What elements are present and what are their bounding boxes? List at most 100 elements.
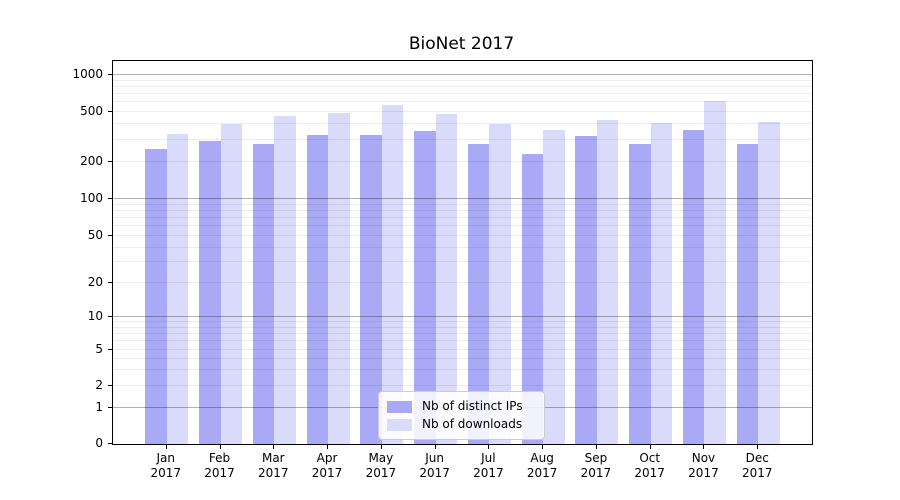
x-tick-label-oct: Oct 2017	[634, 451, 665, 480]
x-tick-mark-jan	[165, 445, 167, 449]
gridline-5	[113, 349, 812, 351]
y-tick-label-0: 0	[95, 436, 103, 450]
gridline-80	[113, 209, 812, 211]
bar-jun-ips	[414, 131, 436, 444]
y-tick-label-2: 2	[95, 378, 103, 393]
x-tick-label-feb: Feb 2017	[204, 451, 235, 480]
y-tick-mark-2	[108, 385, 112, 387]
bar-aug-ips	[521, 154, 544, 444]
y-tick-label-500: 500	[80, 103, 103, 118]
gridline-20	[113, 282, 812, 284]
x-tick-label-jun: Jun 2017	[419, 451, 450, 480]
x-tick-mark-jul	[488, 445, 490, 449]
y-tick-mark-50	[108, 235, 112, 237]
chart-title: BioNet 2017	[408, 34, 515, 54]
x-tick-mark-aug	[542, 445, 544, 449]
gridline-40	[113, 246, 812, 248]
bars-layer	[113, 61, 812, 444]
gridline-8	[113, 326, 812, 328]
legend-row-ips: Nb of distinct IPs	[387, 398, 544, 415]
legend-label-ips: Nb of distinct IPs	[422, 399, 523, 413]
y-tick-label-50: 50	[87, 228, 103, 243]
x-tick-label-dec: Dec 2017	[741, 451, 773, 480]
y-tick-label-10: 10	[87, 308, 103, 323]
y-tick-label-100: 100	[80, 190, 103, 205]
bar-jan-downloads	[166, 133, 189, 444]
x-tick-mark-jun	[434, 445, 436, 449]
x-tick-label-jul: Jul 2017	[473, 451, 504, 480]
x-tick-label-mar: Mar 2017	[258, 451, 289, 480]
y-tick-mark-200	[108, 161, 112, 163]
bar-oct-ips	[629, 143, 651, 444]
bar-dec-ips	[736, 143, 759, 444]
bar-mar-ips	[252, 143, 275, 444]
x-tick-mark-dec	[757, 445, 759, 449]
gridline-700	[113, 93, 812, 95]
gridline-800	[113, 86, 812, 88]
x-tick-mark-nov	[703, 445, 705, 449]
x-tick-label-aug: Aug 2017	[526, 451, 558, 480]
bar-nov-downloads	[704, 100, 726, 444]
gridline-7	[113, 333, 812, 334]
gridline-9	[113, 320, 812, 322]
gridline-10	[113, 315, 812, 317]
bar-sep-downloads	[596, 120, 619, 444]
gridline-100	[113, 197, 812, 199]
gridline-2	[113, 385, 812, 387]
gridline-500	[113, 110, 812, 112]
bar-jul-downloads	[489, 124, 511, 444]
bar-jan-ips	[145, 148, 167, 444]
y-tick-label-200: 200	[80, 154, 103, 169]
bar-jun-downloads	[435, 114, 458, 444]
grid-layer	[113, 61, 812, 444]
x-tick-mark-mar	[273, 445, 275, 449]
gridline-50	[113, 235, 812, 237]
x-tick-mark-sep	[595, 445, 597, 449]
y-tick-mark-0	[108, 443, 112, 444]
gridline-6	[113, 340, 812, 342]
gridline-1000	[113, 74, 812, 76]
y-tick-label-1: 1	[95, 399, 103, 414]
gridline-900	[113, 79, 812, 81]
x-tick-mark-may	[380, 445, 382, 449]
legend-swatch-ips	[387, 400, 412, 413]
legend-row-downloads: Nb of downloads	[387, 416, 544, 433]
legend-swatch-downloads	[387, 418, 412, 431]
x-tick-label-may: May 2017	[365, 451, 397, 480]
gridline-200	[113, 161, 812, 163]
y-tick-label-20: 20	[87, 275, 103, 290]
bar-may-ips	[360, 134, 382, 444]
y-tick-mark-20	[108, 282, 112, 284]
y-tick-mark-10	[108, 315, 112, 317]
y-tick-mark-1000	[108, 74, 112, 76]
legend-label-downloads: Nb of downloads	[422, 417, 523, 431]
bar-nov-ips	[682, 129, 705, 444]
y-tick-mark-1	[108, 406, 112, 408]
x-tick-mark-oct	[649, 445, 651, 449]
x-tick-mark-feb	[219, 445, 221, 449]
bar-feb-downloads	[220, 124, 243, 444]
gridline-3	[113, 369, 812, 371]
legend: Nb of distinct IPs Nb of downloads	[378, 391, 545, 440]
y-tick-mark-100	[108, 197, 112, 199]
y-tick-label-5: 5	[95, 342, 103, 357]
gridline-90	[113, 203, 812, 205]
x-tick-label-jan: Jan 2017	[150, 451, 182, 480]
gridline-70	[113, 217, 812, 218]
plot-area	[112, 60, 813, 445]
bar-dec-downloads	[758, 121, 780, 444]
bar-sep-ips	[575, 136, 597, 444]
gridline-600	[113, 101, 812, 103]
gridline-300	[113, 138, 812, 140]
bar-may-downloads	[381, 105, 404, 444]
bar-jul-ips	[467, 143, 490, 444]
gridline-4	[113, 357, 812, 359]
y-tick-mark-5	[108, 349, 112, 351]
x-tick-mark-apr	[327, 445, 329, 449]
gridline-30	[113, 261, 812, 263]
x-tick-label-apr: Apr 2017	[311, 451, 343, 480]
bar-aug-downloads	[543, 129, 565, 444]
x-tick-label-nov: Nov 2017	[688, 451, 719, 480]
gridline-400	[113, 123, 812, 125]
